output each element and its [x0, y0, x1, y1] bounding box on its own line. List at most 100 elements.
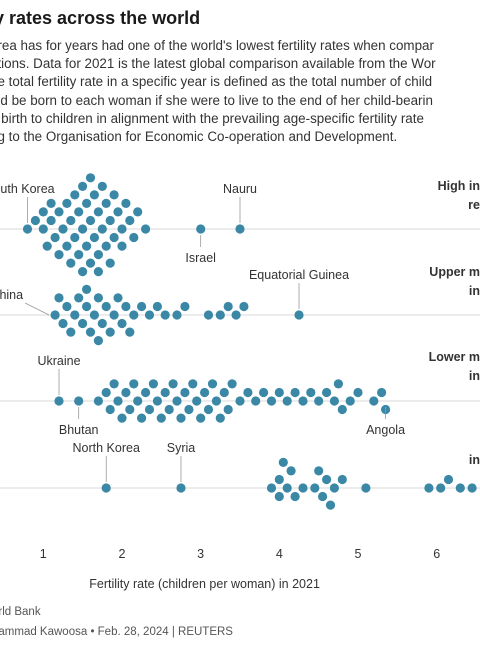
- data-point: [133, 207, 143, 217]
- group-label: re: [468, 198, 480, 212]
- data-point: [74, 396, 84, 406]
- data-point: [113, 396, 123, 406]
- data-point: [298, 396, 308, 406]
- data-point: [215, 310, 225, 320]
- data-point: [424, 483, 434, 493]
- data-point: [141, 387, 151, 398]
- beeswarm-chart: High in re uth Korea Israel Nauru Upper m in Ch…: [0, 173, 480, 591]
- data-point: [62, 241, 72, 251]
- data-point: [105, 215, 115, 226]
- data-point: [266, 396, 277, 406]
- data-point: [113, 293, 123, 303]
- data-point: [54, 293, 64, 303]
- data-point: [105, 327, 115, 337]
- data-point: [243, 387, 253, 398]
- intro-line: orea has for years had one of the world'…: [0, 38, 434, 53]
- data-point: [117, 224, 127, 234]
- data-point: [89, 310, 99, 320]
- data-point: [105, 258, 115, 268]
- data-point: [168, 379, 178, 389]
- data-point: [70, 190, 80, 200]
- data-point: [97, 181, 107, 191]
- data-point: [322, 387, 332, 398]
- group-label: in: [469, 369, 480, 383]
- data-point: [137, 301, 147, 312]
- data-point: [121, 198, 131, 208]
- data-point: [310, 483, 320, 493]
- annotation-label: China: [0, 288, 23, 302]
- data-point: [235, 396, 245, 406]
- data-point: [160, 387, 170, 398]
- data-point: [286, 466, 296, 476]
- data-point: [82, 241, 92, 251]
- data-point: [125, 215, 135, 226]
- data-point: [290, 387, 300, 398]
- annotation-label: Ukraine: [37, 354, 80, 368]
- data-point: [109, 190, 119, 200]
- data-point: [109, 232, 119, 243]
- data-point: [82, 198, 92, 208]
- data-point: [93, 207, 103, 217]
- data-point: [58, 224, 68, 234]
- x-tick-label: 2: [118, 547, 125, 561]
- data-point: [180, 387, 190, 398]
- data-point: [101, 198, 111, 208]
- data-point: [176, 483, 186, 493]
- data-point: [129, 310, 139, 320]
- annotation-label: Angola: [366, 423, 405, 437]
- data-point: [70, 310, 80, 320]
- data-point: [436, 483, 446, 493]
- data-point: [467, 483, 477, 493]
- data-point: [101, 387, 111, 398]
- data-point: [50, 310, 60, 320]
- data-point: [176, 413, 186, 423]
- data-point: [377, 387, 387, 398]
- intro-line: ations. Data for 2021 is the latest glob…: [0, 56, 436, 72]
- data-point: [78, 267, 88, 277]
- annotation-label: Equatorial Guinea: [249, 268, 349, 282]
- data-point: [46, 198, 56, 208]
- data-point: [42, 241, 52, 251]
- data-point: [58, 318, 68, 329]
- data-point: [318, 491, 328, 502]
- data-point: [443, 474, 454, 485]
- data-point: [30, 215, 40, 226]
- data-point: [180, 301, 190, 312]
- data-point: [113, 207, 123, 217]
- data-point: [82, 301, 92, 312]
- data-point: [78, 181, 88, 191]
- chart-title: y rates across the world: [0, 8, 201, 28]
- data-point: [184, 404, 194, 415]
- data-point: [85, 327, 96, 337]
- x-tick-label: 3: [197, 547, 204, 561]
- x-tick-label: 1: [40, 547, 47, 561]
- data-point: [223, 404, 233, 415]
- data-point: [46, 215, 56, 226]
- annotation-label: North Korea: [73, 441, 140, 455]
- data-point: [22, 224, 33, 234]
- data-point: [93, 293, 103, 303]
- annotation-label: Syria: [167, 441, 196, 455]
- data-point: [74, 207, 84, 217]
- annotation-label: uth Korea: [0, 182, 54, 196]
- data-point: [117, 241, 127, 251]
- data-point: [78, 224, 88, 234]
- data-point: [322, 474, 332, 485]
- data-point: [290, 491, 300, 502]
- data-point: [306, 387, 316, 398]
- data-point: [93, 250, 103, 260]
- data-point: [137, 413, 147, 423]
- data-point: [294, 310, 304, 320]
- group-label: High in: [438, 179, 480, 193]
- data-point: [207, 379, 218, 389]
- data-point: [117, 318, 127, 329]
- data-point: [62, 198, 72, 208]
- data-point: [54, 207, 64, 217]
- data-point: [54, 250, 64, 260]
- data-point: [38, 207, 48, 217]
- data-point: [361, 483, 371, 493]
- data-point: [38, 224, 48, 234]
- intro-line: e birth to children in alignment with th…: [0, 110, 424, 126]
- intro-line: ng to the Organisation for Economic Co-o…: [0, 129, 398, 145]
- data-point: [101, 241, 111, 251]
